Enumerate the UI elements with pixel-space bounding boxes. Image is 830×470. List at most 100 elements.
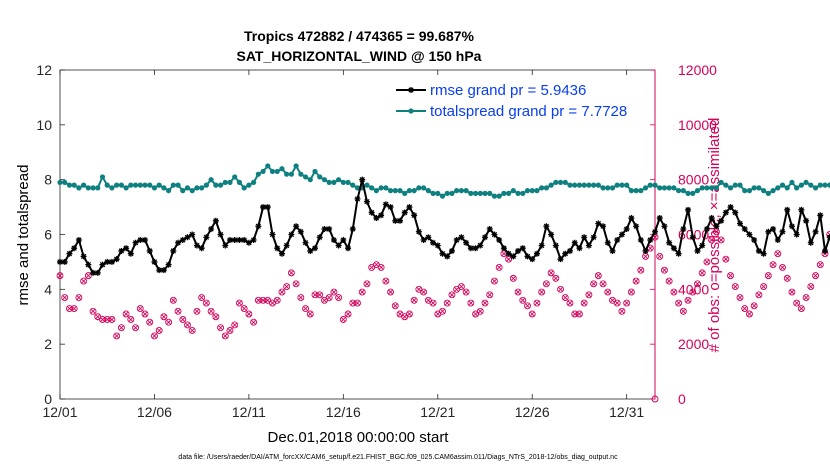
rmse-point (335, 242, 342, 249)
obs-assimilated-marker (671, 289, 677, 295)
rmse-point (90, 269, 97, 276)
obs-possible-marker (349, 299, 357, 307)
obs-possible-marker (533, 299, 541, 307)
rmse-point (633, 223, 640, 230)
obs-assimilated-marker (312, 292, 318, 298)
obs-assimilated-marker (175, 308, 181, 314)
rmse-point (576, 245, 583, 252)
obs-possible-marker (75, 294, 83, 302)
x-tick-label: 12/06 (137, 404, 172, 420)
obs-assimilated-marker (746, 311, 752, 317)
y-left-tick-label: 2 (44, 336, 52, 352)
rmse-point (510, 253, 517, 260)
rmse-point (614, 236, 621, 243)
obs-possible-marker (179, 316, 187, 323)
chart-title: Tropics 472882 / 474365 = 99.687% (244, 28, 475, 44)
rmse-point (482, 234, 488, 241)
obs-assimilated-marker (501, 251, 507, 257)
rmse-point (151, 258, 158, 265)
obs-possible-marker (226, 327, 234, 334)
totalspread-point (586, 182, 592, 188)
totalspread-point (624, 182, 630, 188)
rmse-point (562, 250, 569, 257)
rmse-point (217, 231, 224, 238)
obs-assimilated-marker (770, 262, 776, 268)
obs-possible-marker (443, 299, 451, 307)
totalspread-point (217, 182, 224, 188)
rmse-point (175, 239, 182, 246)
rmse-point (618, 231, 625, 238)
obs-assimilated-marker (491, 278, 497, 284)
obs-possible-marker (660, 266, 668, 274)
legend: rmse grand pr = 5.9436 totalspread grand … (396, 82, 627, 120)
totalspread-point (732, 182, 738, 188)
rmse-point (269, 231, 276, 238)
totalspread-point (642, 185, 649, 191)
obs-assimilated-marker (397, 311, 403, 317)
obs-assimilated-marker (147, 319, 153, 325)
rmse-point (184, 234, 191, 241)
rmse-point (689, 234, 696, 241)
obs-possible-marker (670, 288, 678, 296)
rmse-point (652, 228, 658, 235)
obs-assimilated-marker (794, 300, 800, 306)
obs-possible-marker (302, 305, 310, 312)
rmse-point (354, 195, 361, 202)
rmse-point (548, 231, 555, 238)
totalspread-point (591, 182, 597, 188)
rmse-point (179, 236, 186, 243)
rmse-point (99, 261, 106, 268)
rmse-point (529, 256, 536, 263)
totalspread-point (553, 179, 559, 186)
totalspread-point (132, 182, 139, 188)
rmse-point (623, 226, 630, 233)
totalspread-point (184, 185, 191, 191)
obs-assimilated-marker (184, 322, 191, 328)
obs-assimilated-marker (661, 267, 667, 273)
totalspread-point (104, 182, 110, 188)
rmse-point (444, 253, 451, 260)
obs-possible-marker (297, 294, 305, 302)
obs-assimilated-marker (241, 306, 247, 312)
y-left-tick-label: 4 (44, 281, 52, 297)
y-right-tick-label: 12000 (678, 62, 717, 78)
rmse-point (505, 250, 512, 257)
totalspread-point (822, 182, 828, 188)
rmse-point (491, 231, 498, 238)
obs-assimilated-marker (133, 325, 139, 331)
obs-possible-marker (448, 291, 456, 299)
obs-possible-marker (405, 310, 413, 318)
rmse-point (368, 209, 375, 216)
obs-possible-marker (542, 280, 550, 288)
obs-assimilated-marker (411, 297, 417, 303)
data-file-footnote: data file: /Users/raeder/DAI/ATM_forcXX/… (178, 454, 618, 461)
obs-possible-marker (481, 299, 489, 307)
obs-assimilated-marker (463, 289, 469, 295)
rmse-point (793, 231, 800, 238)
obs-possible-marker (127, 316, 135, 323)
rmse-point (718, 217, 725, 224)
obs-assimilated-marker (477, 308, 483, 314)
obs-possible-marker (278, 288, 286, 296)
totalspread-point (232, 174, 238, 180)
rmse-point (434, 242, 441, 249)
obs-possible-marker (557, 285, 565, 293)
obs-assimilated-marker (529, 311, 535, 317)
totalspread-point (345, 179, 351, 186)
totalspread-point (704, 185, 710, 191)
rmse-point (557, 256, 564, 263)
rmse-point (274, 245, 281, 252)
rmse-point (538, 242, 545, 249)
obs-possible-marker (113, 332, 121, 340)
rmse-point (94, 269, 101, 276)
totalspread-point (539, 185, 545, 191)
obs-assimilated-marker (605, 289, 611, 295)
rmse-point (425, 234, 432, 241)
obs-possible-marker (273, 296, 281, 304)
rmse-point (61, 258, 68, 265)
obs-possible-marker (783, 274, 791, 282)
obs-assimilated-marker (813, 273, 819, 279)
totalspread-point (751, 185, 757, 191)
obs-assimilated-marker (808, 284, 814, 290)
obs-possible-marker (590, 280, 598, 288)
